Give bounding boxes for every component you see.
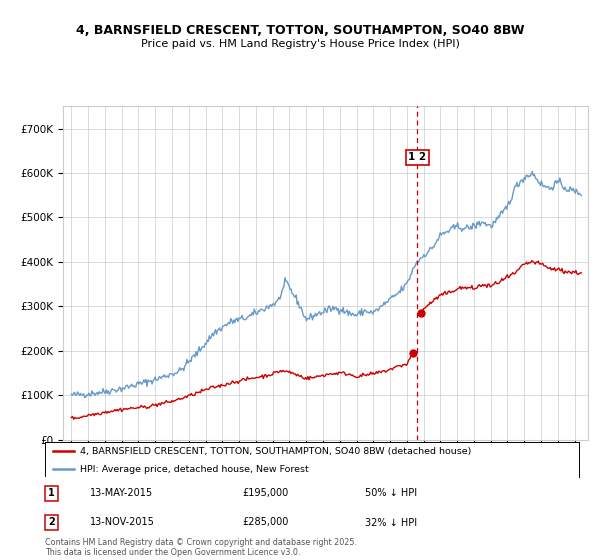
Text: Price paid vs. HM Land Registry's House Price Index (HPI): Price paid vs. HM Land Registry's House … — [140, 39, 460, 49]
Text: 2: 2 — [48, 517, 55, 528]
Text: 1 2: 1 2 — [408, 152, 427, 162]
Text: 1: 1 — [48, 488, 55, 498]
Text: 4, BARNSFIELD CRESCENT, TOTTON, SOUTHAMPTON, SO40 8BW (detached house): 4, BARNSFIELD CRESCENT, TOTTON, SOUTHAMP… — [80, 447, 471, 456]
Text: 4, BARNSFIELD CRESCENT, TOTTON, SOUTHAMPTON, SO40 8BW: 4, BARNSFIELD CRESCENT, TOTTON, SOUTHAMP… — [76, 24, 524, 37]
Text: £285,000: £285,000 — [242, 517, 289, 528]
Text: Contains HM Land Registry data © Crown copyright and database right 2025.
This d: Contains HM Land Registry data © Crown c… — [45, 538, 357, 557]
Text: 32% ↓ HPI: 32% ↓ HPI — [365, 517, 418, 528]
Text: 13-NOV-2015: 13-NOV-2015 — [91, 517, 155, 528]
Text: £195,000: £195,000 — [242, 488, 289, 498]
Text: 50% ↓ HPI: 50% ↓ HPI — [365, 488, 418, 498]
Text: 13-MAY-2015: 13-MAY-2015 — [91, 488, 154, 498]
Text: HPI: Average price, detached house, New Forest: HPI: Average price, detached house, New … — [80, 465, 308, 474]
